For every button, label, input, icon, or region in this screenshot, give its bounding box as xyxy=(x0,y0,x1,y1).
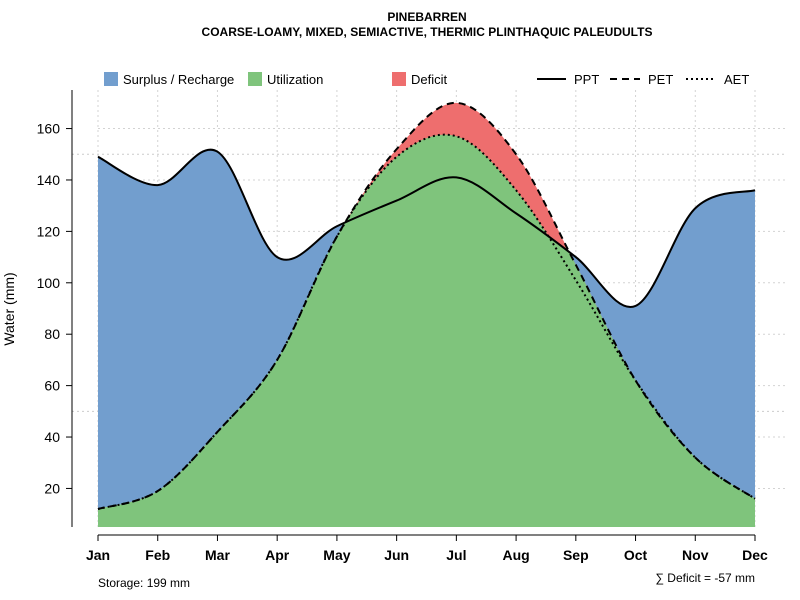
legend-swatch-utilization xyxy=(248,72,262,86)
x-tick-label: Apr xyxy=(265,547,290,563)
y-tick-label: 160 xyxy=(37,121,61,137)
x-tick-label: Oct xyxy=(624,547,648,563)
storage-note: Storage: 199 mm xyxy=(98,576,190,590)
x-tick-label: Mar xyxy=(205,547,230,563)
x-tick-label: Jun xyxy=(384,547,409,563)
x-tick-label: Aug xyxy=(502,547,529,563)
area-fills xyxy=(98,102,755,528)
x-tick-label: Dec xyxy=(742,547,768,563)
y-tick-label: 100 xyxy=(37,275,61,291)
y-tick-label: 60 xyxy=(44,378,60,394)
legend-label-utilization: Utilization xyxy=(267,72,323,87)
legend-swatch-deficit xyxy=(392,72,406,86)
x-tick-label: May xyxy=(323,547,350,563)
legend-label-deficit: Deficit xyxy=(411,72,448,87)
x-tick-label: Nov xyxy=(682,547,709,563)
legend-label-pet: PET xyxy=(648,72,673,87)
utilization-area-aet xyxy=(98,134,755,528)
legend-label-surplus: Surplus / Recharge xyxy=(123,72,234,87)
legend-label-ppt: PPT xyxy=(574,72,599,87)
pet-line xyxy=(97,101,756,510)
x-tick-label: Sep xyxy=(563,547,589,563)
y-tick-label: 80 xyxy=(44,326,60,342)
chart-subtitle: COARSE-LOAMY, MIXED, SEMIACTIVE, THERMIC… xyxy=(202,25,653,39)
series-lines xyxy=(97,101,756,510)
y-tick-label: 120 xyxy=(37,223,61,239)
y-axis-label: Water (mm) xyxy=(1,272,17,345)
chart-title: PINEBARREN xyxy=(387,10,466,24)
deficit-total: ∑ Deficit = -57 mm xyxy=(655,571,755,585)
ppt-line xyxy=(97,148,756,308)
axes: 20 40 60 80 100 120 140 160 Jan Feb Mar Apr May Jun Ju… xyxy=(37,90,768,563)
legend-swatch-surplus xyxy=(104,72,118,86)
x-tick-label: Feb xyxy=(145,547,170,563)
legend: Surplus / Recharge Utilization Deficit P… xyxy=(104,72,749,87)
y-tick-label: 40 xyxy=(44,429,60,445)
y-tick-label: 20 xyxy=(44,480,60,496)
x-tick-label: Jan xyxy=(86,547,110,563)
y-tick-label: 140 xyxy=(37,172,61,188)
x-tick-label: Jul xyxy=(446,547,466,563)
legend-label-aet: AET xyxy=(724,72,749,87)
